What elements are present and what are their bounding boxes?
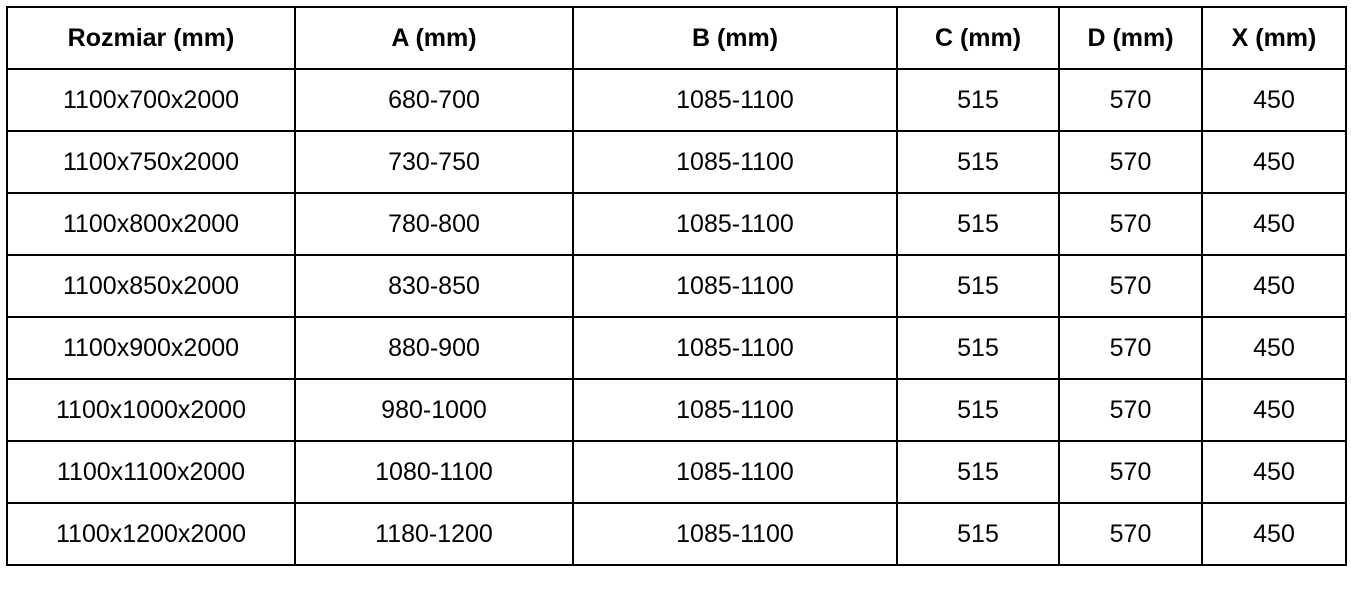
- cell-d: 570: [1058, 316, 1203, 380]
- cell-d: 570: [1058, 130, 1203, 194]
- table-row: 1100x1200x2000 1180-1200 1085-1100 515 570 45…: [6, 502, 1347, 566]
- column-header-d: D (mm): [1058, 6, 1203, 70]
- cell-d: 570: [1058, 440, 1203, 504]
- column-header-b: B (mm): [572, 6, 898, 70]
- cell-c: 515: [896, 378, 1060, 442]
- cell-size: 1100x900x2000: [6, 316, 296, 380]
- cell-x: 450: [1201, 440, 1347, 504]
- cell-x: 450: [1201, 254, 1347, 318]
- dimensions-table: Rozmiar (mm) A (mm) B (mm) C (mm) D (mm) X (m…: [6, 6, 1347, 566]
- header-row: Rozmiar (mm) A (mm) B (mm) C (mm) D (mm) X (m…: [6, 6, 1347, 70]
- cell-b: 1085-1100: [572, 254, 898, 318]
- cell-b: 1085-1100: [572, 68, 898, 132]
- cell-b: 1085-1100: [572, 378, 898, 442]
- column-header-x: X (mm): [1201, 6, 1347, 70]
- cell-c: 515: [896, 502, 1060, 566]
- cell-size: 1100x1000x2000: [6, 378, 296, 442]
- table-row: 1100x750x2000 730-750 1085-1100 515 570 450: [6, 130, 1347, 194]
- table-row: 1100x1000x2000 980-1000 1085-1100 515 570 450: [6, 378, 1347, 442]
- cell-a: 980-1000: [294, 378, 574, 442]
- cell-c: 515: [896, 316, 1060, 380]
- cell-x: 450: [1201, 130, 1347, 194]
- cell-a: 680-700: [294, 68, 574, 132]
- cell-x: 450: [1201, 316, 1347, 380]
- cell-a: 730-750: [294, 130, 574, 194]
- cell-a: 1180-1200: [294, 502, 574, 566]
- table-row: 1100x700x2000 680-700 1085-1100 515 570 450: [6, 68, 1347, 132]
- column-header-size: Rozmiar (mm): [6, 6, 296, 70]
- cell-size: 1100x1200x2000: [6, 502, 296, 566]
- cell-d: 570: [1058, 378, 1203, 442]
- cell-c: 515: [896, 440, 1060, 504]
- cell-b: 1085-1100: [572, 192, 898, 256]
- cell-b: 1085-1100: [572, 502, 898, 566]
- cell-d: 570: [1058, 68, 1203, 132]
- cell-a: 880-900: [294, 316, 574, 380]
- cell-x: 450: [1201, 68, 1347, 132]
- cell-b: 1085-1100: [572, 440, 898, 504]
- cell-x: 450: [1201, 192, 1347, 256]
- cell-d: 570: [1058, 254, 1203, 318]
- cell-d: 570: [1058, 192, 1203, 256]
- cell-d: 570: [1058, 502, 1203, 566]
- cell-c: 515: [896, 192, 1060, 256]
- cell-size: 1100x700x2000: [6, 68, 296, 132]
- cell-c: 515: [896, 254, 1060, 318]
- cell-size: 1100x750x2000: [6, 130, 296, 194]
- cell-b: 1085-1100: [572, 130, 898, 194]
- table-row: 1100x850x2000 830-850 1085-1100 515 570 450: [6, 254, 1347, 318]
- cell-a: 1080-1100: [294, 440, 574, 504]
- cell-size: 1100x1100x2000: [6, 440, 296, 504]
- column-header-c: C (mm): [896, 6, 1060, 70]
- cell-x: 450: [1201, 502, 1347, 566]
- cell-x: 450: [1201, 378, 1347, 442]
- cell-size: 1100x800x2000: [6, 192, 296, 256]
- cell-c: 515: [896, 130, 1060, 194]
- table-row: 1100x900x2000 880-900 1085-1100 515 570 450: [6, 316, 1347, 380]
- cell-a: 780-800: [294, 192, 574, 256]
- column-header-a: A (mm): [294, 6, 574, 70]
- cell-a: 830-850: [294, 254, 574, 318]
- cell-c: 515: [896, 68, 1060, 132]
- cell-size: 1100x850x2000: [6, 254, 296, 318]
- table-row: 1100x1100x2000 1080-1100 1085-1100 515 570 45…: [6, 440, 1347, 504]
- cell-b: 1085-1100: [572, 316, 898, 380]
- table-row: 1100x800x2000 780-800 1085-1100 515 570 450: [6, 192, 1347, 256]
